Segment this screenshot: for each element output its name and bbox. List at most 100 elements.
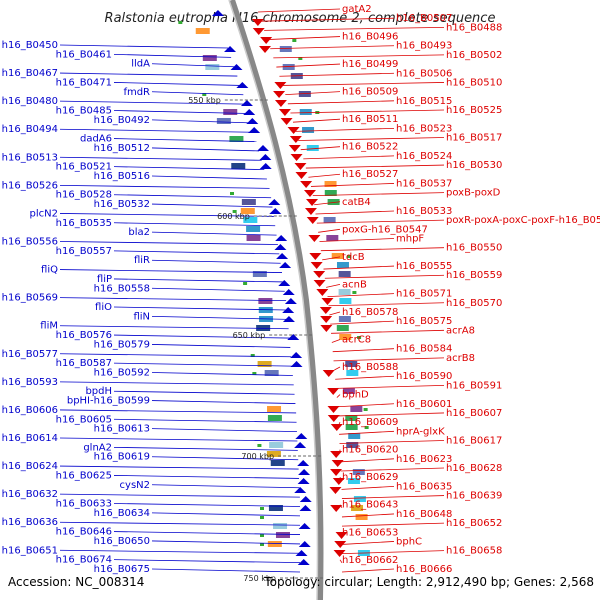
label-leader-line <box>151 344 291 348</box>
left-label-leaders <box>59 44 301 573</box>
forward-gene-label: h16_B0650 <box>94 536 150 547</box>
feature-block <box>338 316 351 322</box>
feature-block <box>269 442 284 448</box>
reverse-gene-arrow <box>330 469 343 476</box>
label-leader-line <box>335 375 395 380</box>
reverse-gene-arrow <box>330 424 343 431</box>
feature-block <box>267 406 282 412</box>
label-leader-line <box>300 146 341 151</box>
label-leader-line <box>59 549 301 554</box>
feature-block <box>350 406 363 412</box>
scale-label: 700 kbp <box>241 452 274 461</box>
feature-block <box>339 334 352 340</box>
reverse-gene-label: h16_B0511 <box>342 114 398 125</box>
forward-gene-arrow <box>224 46 237 52</box>
reverse-gene-arrow <box>322 370 335 377</box>
forward-gene-label: h16_B0526 <box>2 180 58 191</box>
label-leader-line <box>59 437 298 442</box>
forward-gene-arrow <box>290 352 303 358</box>
forward-gene-label: h16_B0593 <box>2 377 58 388</box>
reverse-gene-label: h16_B0496 <box>342 32 398 43</box>
label-leader-line <box>113 362 293 367</box>
feature-block <box>299 109 312 115</box>
forward-gene-arrow <box>290 361 303 367</box>
forward-gene-arrow <box>298 541 311 547</box>
feature-tick <box>260 534 264 537</box>
feature-block <box>279 46 292 52</box>
label-leader-line <box>59 128 254 133</box>
label-leader-line <box>285 91 341 96</box>
label-leader-line <box>151 540 301 545</box>
feature-block <box>231 163 246 169</box>
label-leader-line <box>113 166 265 171</box>
feature-block <box>216 118 231 124</box>
reverse-gene-arrow <box>330 505 343 512</box>
reverse-gene-arrow <box>289 136 302 143</box>
label-leader-line <box>113 306 287 311</box>
label-leader-line <box>267 36 341 40</box>
forward-gene-arrow <box>259 154 272 160</box>
forward-gene-label: h16_B0605 <box>56 414 112 425</box>
reverse-gene-label: h16_B0591 <box>446 380 502 391</box>
label-leader-line <box>338 421 341 426</box>
forward-gene-label: fmdR <box>123 87 150 98</box>
label-leader-line <box>341 541 395 545</box>
feature-block <box>342 388 355 394</box>
label-leader-line <box>290 109 445 114</box>
reverse-gene-label: h16_B0628 <box>446 463 502 474</box>
forward-gene-label: h16_B0528 <box>56 190 112 201</box>
label-leader-line <box>113 138 257 142</box>
map-title: Ralstonia eutropha H16 chromosome 2, com… <box>105 11 496 26</box>
reverse-gene-label: h16_B0666 <box>396 564 452 575</box>
label-leader-line <box>151 91 244 96</box>
label-leader-line <box>320 247 445 252</box>
forward-gene-label: h16_B0556 <box>2 237 58 248</box>
forward-gene-label: h16_B0675 <box>94 564 150 575</box>
reverse-gene-label: h16_B0590 <box>396 371 452 382</box>
label-leader-line <box>113 250 280 255</box>
forward-gene-arrow <box>282 307 295 313</box>
feature-block <box>352 469 365 475</box>
label-leader-line <box>151 63 235 68</box>
forward-gene-arrow <box>278 280 291 286</box>
forward-gene-arrow <box>299 496 312 502</box>
feature-tick <box>292 39 297 42</box>
label-leader-line <box>310 183 395 187</box>
feature-block <box>195 28 210 34</box>
label-leader-line <box>59 100 246 105</box>
forward-gene-label: dadA6 <box>80 134 112 145</box>
reverse-gene-label: h16_B0652 <box>446 518 502 529</box>
feature-block <box>346 370 359 376</box>
forward-gene-label: h16_B0625 <box>56 470 112 481</box>
reverse-gene-label: acrB8 <box>446 353 475 364</box>
reverse-gene-label: hprA-glxK <box>396 426 445 437</box>
feature-tick <box>364 426 369 429</box>
label-leader-line <box>341 513 395 518</box>
feature-tick <box>250 354 255 357</box>
forward-gene-label: h16_B0485 <box>56 106 112 117</box>
reverse-gene-arrow <box>335 532 348 539</box>
feature-block <box>246 226 261 232</box>
reverse-gene-arrow <box>290 154 303 161</box>
label-leader-line <box>319 238 395 242</box>
feature-block <box>257 361 272 367</box>
feature-block <box>252 271 267 277</box>
label-leader-line <box>303 155 395 160</box>
feature-block <box>336 262 349 268</box>
reverse-gene-arrow <box>278 109 291 116</box>
label-leader-line <box>151 568 301 573</box>
label-leader-line <box>59 72 238 77</box>
forward-gene-label: h16_B0632 <box>2 489 58 500</box>
label-leader-line <box>331 339 341 343</box>
label-leader-line <box>151 428 297 433</box>
forward-gene-label: h16_B0467 <box>2 68 58 79</box>
forward-gene-label: h16_B0592 <box>94 368 150 379</box>
feature-block <box>355 514 368 520</box>
forward-gene-label: h16_B0624 <box>2 461 58 472</box>
label-leader-line <box>316 219 445 224</box>
reverse-gene-arrow <box>327 406 340 413</box>
forward-gene-arrow <box>230 64 243 70</box>
forward-gene-label: h16_B0634 <box>94 508 150 519</box>
reverse-gene-arrow <box>320 316 333 323</box>
reverse-gene-arrow <box>287 127 300 134</box>
